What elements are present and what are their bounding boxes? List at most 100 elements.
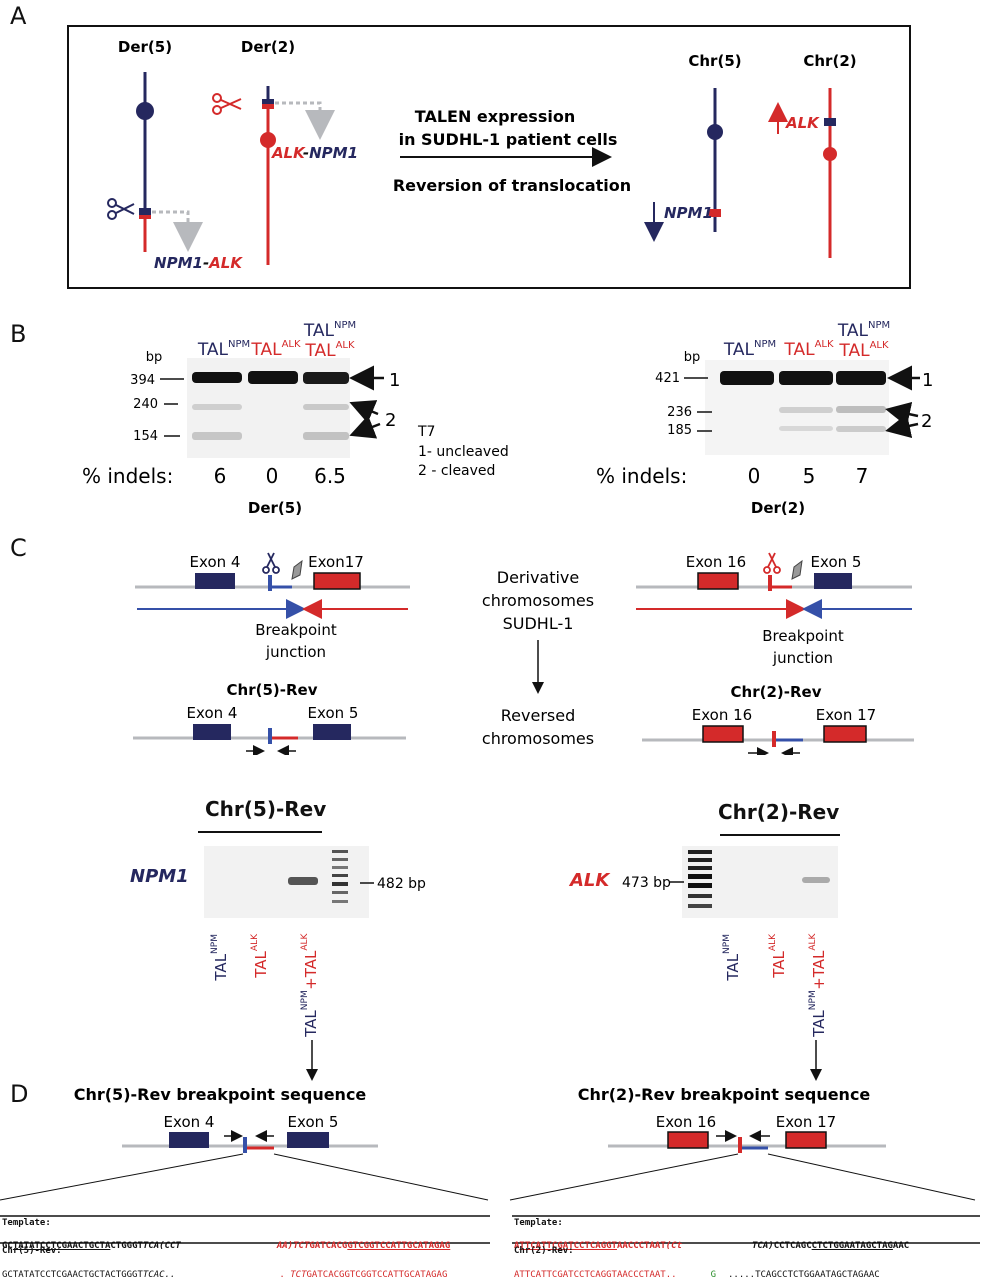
band1-right: 1: [922, 370, 933, 391]
d-left-title: Chr(5)-Rev breakpoint sequence: [74, 1085, 367, 1104]
c-rev-1: Reversed: [501, 706, 575, 725]
c-deriv-2: chromosomes: [482, 591, 594, 610]
scissors-icon: [107, 198, 135, 220]
talen-line2: in SUDHL-1 patient cells: [399, 130, 618, 149]
d-exon17: Exon 17: [776, 1113, 836, 1131]
gel-chr5rev-title: Chr(5)-Rev: [205, 797, 327, 821]
reversion-text: Reversion of translocation: [393, 176, 631, 195]
lane-tal-combo-c2: TALNPM+TALALK: [808, 934, 828, 1037]
der5-centromere: [136, 102, 154, 120]
indel-right-1: 0: [748, 464, 761, 488]
t7-cleaved: 2 - cleaved: [418, 463, 495, 479]
c-deriv-3: SUDHL-1: [503, 614, 574, 633]
seq-right-chr2: ATTCATTCGATCCTCAGGTAACCCTAAT.. G .....TCAG…: [514, 1270, 880, 1280]
bp-label-left: bp: [146, 350, 163, 365]
c-exon16-rev: Exon 16: [692, 706, 752, 724]
tal-combo-right-alk: TALALK: [838, 340, 889, 361]
t7-label: T7: [417, 424, 435, 440]
marker-154: 154: [133, 429, 158, 444]
c-breakpoint-right-1: Breakpoint: [762, 627, 844, 645]
panel-b-letter: B: [10, 320, 27, 348]
bp-482: 482 bp: [377, 876, 426, 892]
gel-chr2rev-bands: 473 bp: [622, 850, 830, 908]
band2-left: 2: [385, 410, 396, 431]
panel-a-frame: [67, 25, 911, 289]
indel-left-1: 6: [214, 464, 227, 488]
seq-left-template-label: Template:: [2, 1218, 51, 1228]
d-exon5: Exon 5: [288, 1113, 339, 1131]
tal-combo-left-npm: TALNPM: [303, 320, 356, 341]
bp-473: 473 bp: [622, 875, 671, 891]
seq-left-template: GCTATATCCTCGAACTGCTACTGGGTTCA(CCT AA)TCTG…: [2, 1241, 451, 1251]
indel-left-3: 6.5: [314, 464, 346, 488]
tal-combo-right-npm: TALNPM: [837, 320, 890, 341]
lightning-icon: [291, 559, 303, 580]
t7-uncleaved: 1- uncleaved: [418, 444, 509, 460]
band1-left: 1: [389, 370, 400, 391]
d-exon4: Exon 4: [164, 1113, 215, 1131]
chr5-centromere: [707, 124, 723, 140]
panel-a: Der(5) NPM1-ALK Der(2) ALK-NPM1 TALEN ex…: [67, 25, 911, 289]
c-breakpoint-right-2: junction: [772, 649, 833, 667]
marker-240: 240: [133, 397, 158, 412]
gel-chr2rev-title: Chr(2)-Rev: [718, 800, 840, 824]
indel-left-2: 0: [266, 464, 279, 488]
bp-label-right: bp: [684, 350, 701, 365]
scissors-icon: [763, 552, 781, 574]
npm1-label-c: NPM1: [130, 866, 189, 887]
chr5-label: Chr(5): [688, 52, 741, 70]
panel-d-diagram: Chr(5)-Rev breakpoint sequence Chr(2)-Re…: [0, 1040, 980, 1244]
d-exon16: Exon 16: [656, 1113, 716, 1131]
talen-line1: TALEN expression: [415, 107, 575, 126]
c-exon16-label: Exon 16: [686, 553, 746, 571]
panel-c-letter: C: [10, 534, 27, 562]
indel-right-3: 7: [856, 464, 869, 488]
panel-b: TALNPM TALALK TALNPM TALALK bp 394 240 1…: [82, 320, 509, 488]
seq-right-template-label: Template:: [514, 1218, 563, 1228]
panel-b-right: TALNPM TALALK TALNPM TALALK bp 421 236 1…: [596, 320, 933, 488]
chr2-centromere: [823, 147, 837, 161]
marker-185: 185: [667, 423, 692, 438]
panel-d-letter: D: [10, 1080, 29, 1108]
marker-394: 394: [130, 373, 155, 388]
alk-npm1-label: ALK-NPM1: [271, 144, 358, 162]
c-exon4-rev: Exon 4: [187, 704, 238, 722]
lane-tal-alk-c2: TALALK: [768, 934, 788, 978]
panel-c-diagram: Der(5) Exon 4 Exon17 Breakpoint junction…: [133, 499, 914, 755]
indels-label-left: % indels:: [82, 464, 173, 488]
c-der5-label: Der(5): [248, 499, 302, 517]
scissors-icon: [262, 552, 280, 574]
chr2-label: Chr(2): [803, 52, 856, 70]
c-exon17-label: Exon17: [308, 553, 364, 571]
tal-alk-right: TALALK: [783, 339, 834, 360]
alk-label-c: ALK: [570, 870, 610, 891]
der2-label: Der(2): [241, 38, 295, 56]
c-chr2rev-label: Chr(2)-Rev: [731, 683, 822, 701]
lightning-icon: [791, 559, 803, 580]
c-breakpoint-left-2: junction: [265, 643, 326, 661]
indel-right-2: 5: [803, 464, 816, 488]
tal-combo-left-alk: TALALK: [304, 340, 355, 361]
seq-left-chr5: GCTATATCCTCGAACTGCTACTGGGTTCAC... TCTGAT…: [2, 1270, 448, 1280]
marker-421: 421: [655, 371, 680, 386]
gel-chr5rev-bands: 482 bp: [288, 850, 426, 903]
indels-label-right: % indels:: [596, 464, 687, 488]
c-exon4-label: Exon 4: [190, 553, 241, 571]
c-breakpoint-left-1: Breakpoint: [255, 621, 337, 639]
c-rev-2: chromosomes: [482, 729, 594, 748]
seq-right-template: ATTCATTCGATCCTCAGGTAACCCTAAT(Ct TCA)CCTCA…: [514, 1241, 910, 1251]
npm1-gene-label: NPM1: [664, 204, 713, 222]
c-exon17-rev: Exon 17: [816, 706, 876, 724]
seq-right-chr2-label: Chr(2)-Rev:: [514, 1246, 574, 1256]
der5-label: Der(5): [118, 38, 172, 56]
c-exon5-label: Exon 5: [811, 553, 862, 571]
band2-right: 2: [921, 411, 932, 432]
c-der2-label: Der(2): [751, 499, 805, 517]
npm1-alk-label: NPM1-ALK: [154, 254, 243, 272]
c-exon5-rev: Exon 5: [308, 704, 359, 722]
c-chr5rev-label: Chr(5)-Rev: [227, 681, 318, 699]
scissors-icon: [212, 93, 242, 115]
gel-chr5rev-underline: [198, 831, 322, 833]
c-deriv-1: Derivative: [497, 568, 580, 587]
tal-alk-left: TALALK: [250, 339, 301, 360]
